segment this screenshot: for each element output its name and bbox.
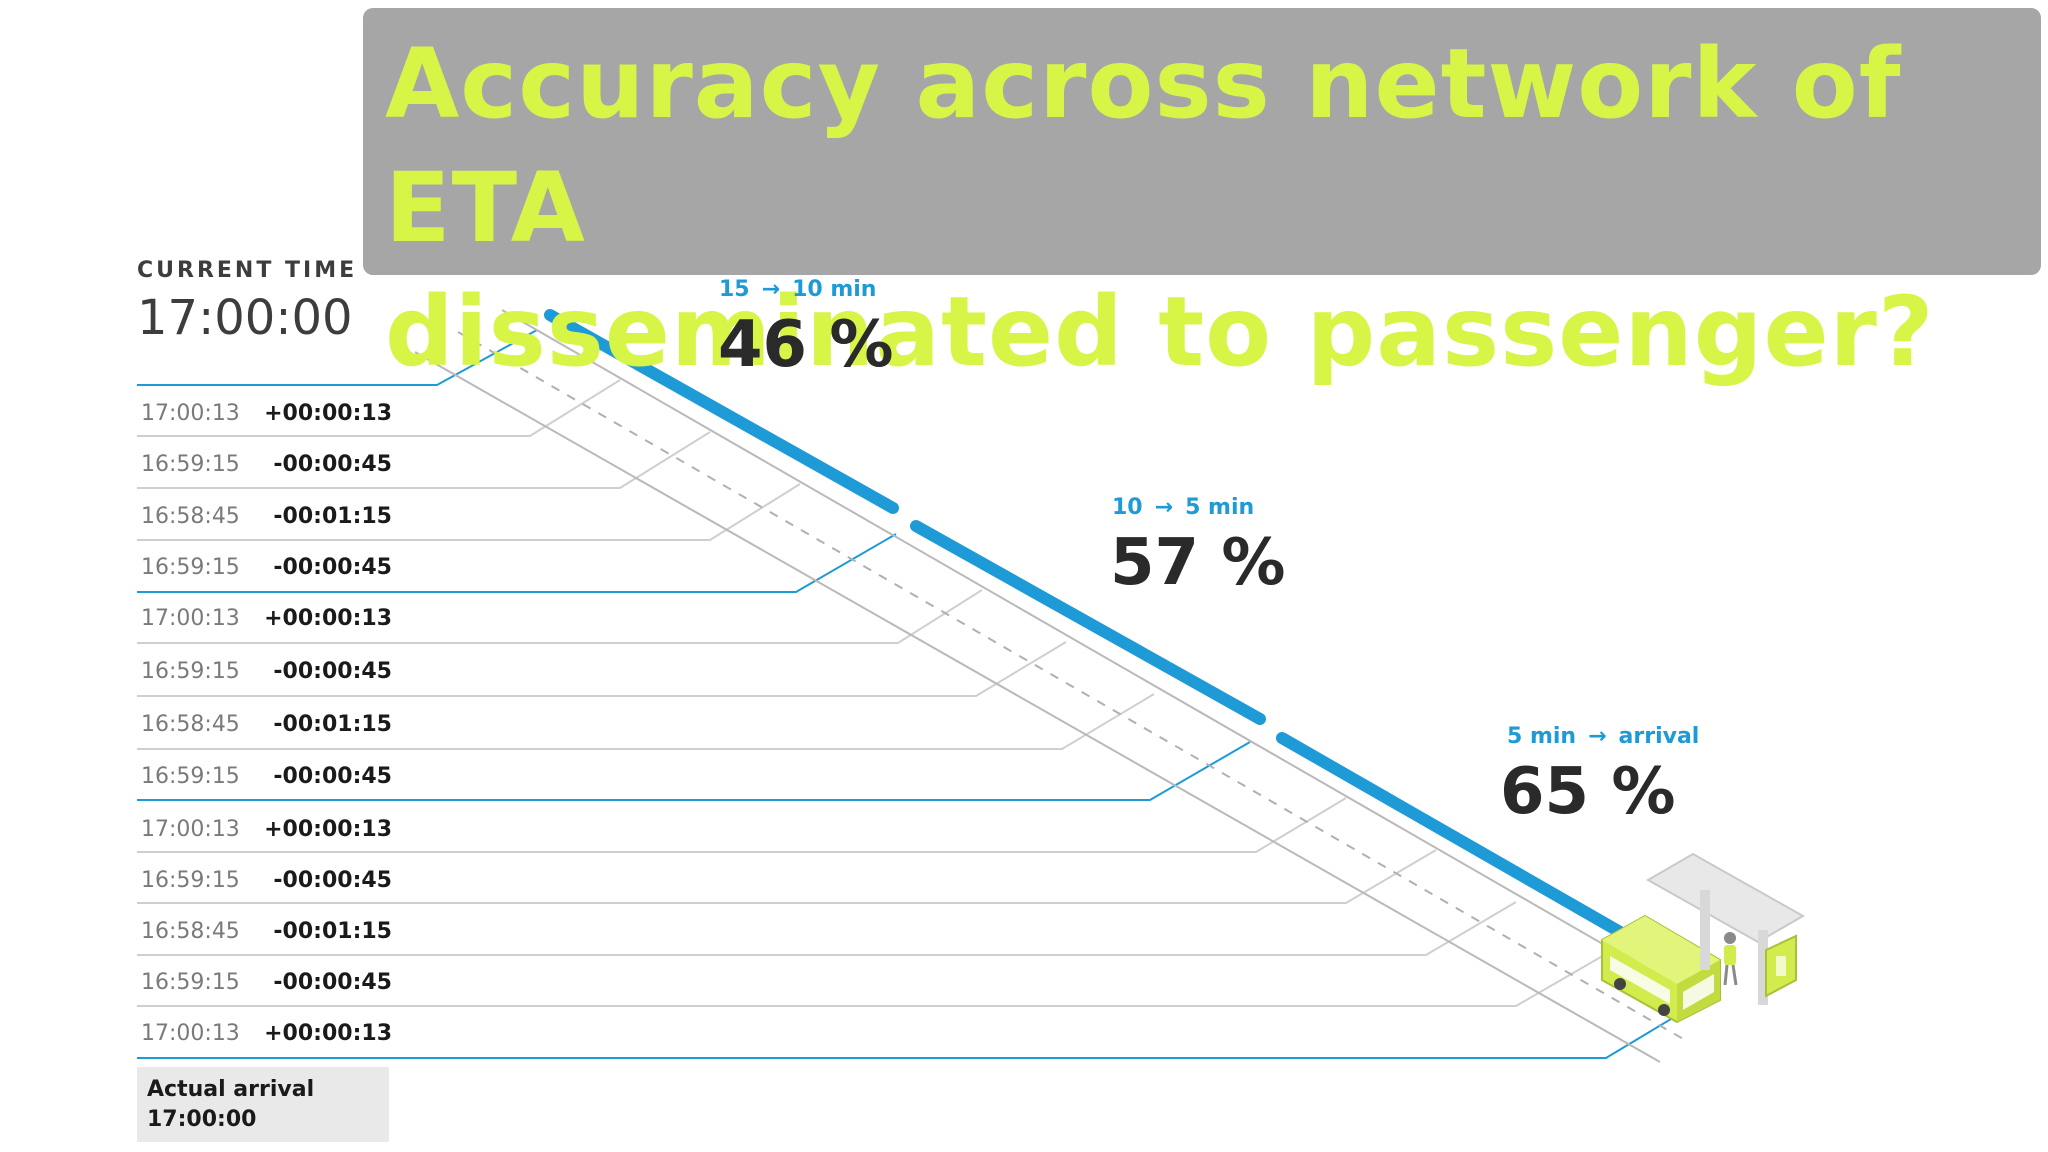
- segment-from: 5 min: [1507, 724, 1577, 749]
- eta-row: 16:58:45 -00:01:15: [137, 496, 417, 536]
- road-center-dashed: [457, 331, 1686, 1041]
- row-line-2: [137, 431, 711, 489]
- bus-stop-shelter-icon: [1645, 852, 1806, 1005]
- row-line-12: [137, 953, 1607, 1007]
- segment-to: 5 min: [1185, 495, 1255, 520]
- row-line-3: [137, 483, 801, 541]
- eta-row-time: 16:59:15: [141, 764, 240, 789]
- row-line-current: [137, 329, 538, 386]
- current-time-value: 17:00:00: [137, 290, 353, 346]
- segment-header-1: 15 → 10 min: [719, 277, 876, 302]
- eta-row-time: 16:59:15: [141, 868, 240, 893]
- eta-row-time: 16:59:15: [141, 452, 240, 477]
- arrow-right-icon: →: [761, 277, 781, 302]
- route-segment-15-10: [544, 309, 899, 514]
- eta-row-time: 17:00:13: [141, 401, 240, 426]
- eta-row-diff: +00:00:13: [264, 401, 392, 426]
- row-line-arrival: [137, 1015, 1677, 1059]
- eta-row: 16:59:15 -00:00:45: [137, 962, 417, 1002]
- eta-row: 16:59:15 -00:00:45: [137, 547, 417, 587]
- row-line-10: [137, 849, 1437, 904]
- eta-row-diff: -00:01:15: [273, 504, 392, 529]
- row-line-8: [137, 741, 1251, 801]
- road-lines: [414, 309, 1701, 1063]
- row-lines: [137, 329, 1677, 1059]
- row-line-4: [137, 533, 897, 593]
- arrow-right-icon: →: [1154, 495, 1174, 520]
- eta-row-diff: +00:00:13: [264, 606, 392, 631]
- eta-row: 16:59:15 -00:00:45: [137, 756, 417, 796]
- eta-row-diff: +00:00:13: [264, 1021, 392, 1046]
- road-edge-far: [414, 351, 1661, 1063]
- route-segments: [544, 309, 1626, 938]
- title-line-1: Accuracy across network of ETA: [385, 28, 1902, 264]
- eta-row: 17:00:13 +00:00:13: [137, 1013, 417, 1053]
- row-line-6: [137, 641, 1067, 697]
- row-line-9: [137, 797, 1347, 853]
- eta-row-diff: -00:01:15: [273, 919, 392, 944]
- row-line-11: [137, 901, 1517, 956]
- segment-from: 15: [719, 277, 750, 302]
- title-banner: Accuracy across network of ETA dissemina…: [363, 8, 2041, 388]
- eta-row-diff: -00:01:15: [273, 712, 392, 737]
- eta-row: 16:59:15 -00:00:45: [137, 444, 417, 484]
- eta-row-time: 16:59:15: [141, 555, 240, 580]
- row-line-7: [137, 693, 1155, 750]
- eta-row-diff: -00:00:45: [273, 452, 392, 477]
- row-line-5: [137, 589, 983, 644]
- row-line-1: [137, 379, 621, 437]
- eta-row-time: 16:58:45: [141, 504, 240, 529]
- segment-percent-1: 46 %: [718, 308, 894, 382]
- eta-row: 17:00:13 +00:00:13: [137, 598, 417, 638]
- route-segment-5-arrival: [1276, 732, 1626, 938]
- eta-row-diff: -00:00:45: [273, 970, 392, 995]
- eta-row-diff: -00:00:45: [273, 555, 392, 580]
- segment-to: arrival: [1618, 724, 1700, 749]
- eta-row-time: 16:58:45: [141, 919, 240, 944]
- eta-row: 16:59:15 -00:00:45: [137, 651, 417, 691]
- segment-header-2: 10 → 5 min: [1112, 495, 1254, 520]
- eta-row-diff: -00:00:45: [273, 659, 392, 684]
- current-time-label: CURRENT TIME: [137, 258, 358, 283]
- eta-row-diff: -00:00:45: [273, 764, 392, 789]
- arrow-right-icon: →: [1588, 724, 1607, 749]
- eta-row: 17:00:13 +00:00:13: [137, 809, 417, 849]
- passenger-icon: [1723, 932, 1738, 986]
- eta-row: 16:58:45 -00:01:15: [137, 911, 417, 951]
- eta-row-diff: -00:00:45: [273, 868, 392, 893]
- segment-percent-2: 57 %: [1110, 526, 1286, 600]
- title-line-2: disseminated to passenger?: [385, 276, 1935, 388]
- eta-row-time: 17:00:13: [141, 817, 240, 842]
- eta-row-time: 17:00:13: [141, 1021, 240, 1046]
- segment-header-3: 5 min → arrival: [1507, 724, 1699, 749]
- eta-row: 16:58:45 -00:01:15: [137, 704, 417, 744]
- segment-percent-3: 65 %: [1500, 755, 1676, 829]
- eta-row-time: 17:00:13: [141, 606, 240, 631]
- eta-row-time: 16:59:15: [141, 659, 240, 684]
- segment-from: 10: [1112, 495, 1143, 520]
- segment-to: 10 min: [792, 277, 877, 302]
- road-edge-near: [501, 309, 1701, 1001]
- actual-arrival-time: 17:00:00: [147, 1107, 257, 1132]
- eta-row: 17:00:13 +00:00:13: [137, 393, 417, 433]
- bus-icon: [1601, 914, 1721, 1024]
- eta-row-time: 16:59:15: [141, 970, 240, 995]
- eta-row: 16:59:15 -00:00:45: [137, 860, 417, 900]
- eta-row-diff: +00:00:13: [264, 817, 392, 842]
- eta-row-time: 16:58:45: [141, 712, 240, 737]
- route-segment-10-5: [910, 520, 1266, 725]
- actual-arrival-label: Actual arrival: [147, 1077, 315, 1102]
- actual-arrival-box: Actual arrival 17:00:00: [137, 1067, 389, 1142]
